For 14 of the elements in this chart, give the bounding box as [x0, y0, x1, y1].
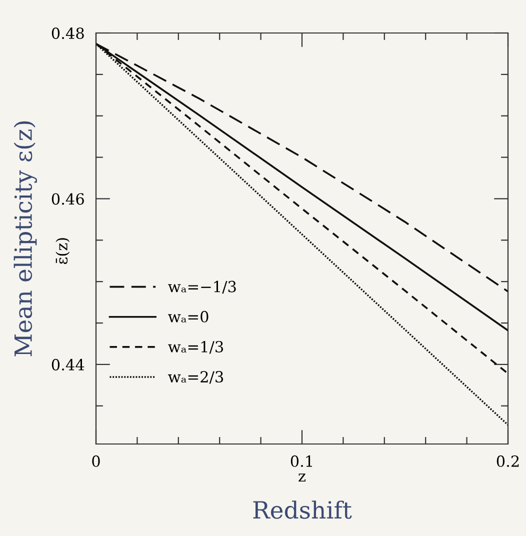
y-tick-label: 0.44 [52, 358, 84, 370]
x-tick-label: 0.1 [290, 455, 312, 467]
y-axis-title: Mean ellipticity ε(z) [14, 121, 37, 356]
y-tick-label: 0.46 [52, 193, 84, 205]
text: ε̄(z) [56, 238, 70, 264]
x-tick-label: 0 [92, 455, 100, 467]
legend-label: wₐ=0 [168, 310, 208, 322]
legend-label: wₐ=−1/3 [168, 280, 236, 294]
legend-label: wₐ=2/3 [168, 371, 224, 384]
x-axis-title: z [298, 474, 306, 482]
y-tick-label: 0.48 [52, 27, 84, 40]
legend-label: wₐ=1/3 [168, 340, 224, 354]
x-tick-label: 0.2 [496, 455, 519, 467]
text: Redshift [253, 500, 352, 519]
